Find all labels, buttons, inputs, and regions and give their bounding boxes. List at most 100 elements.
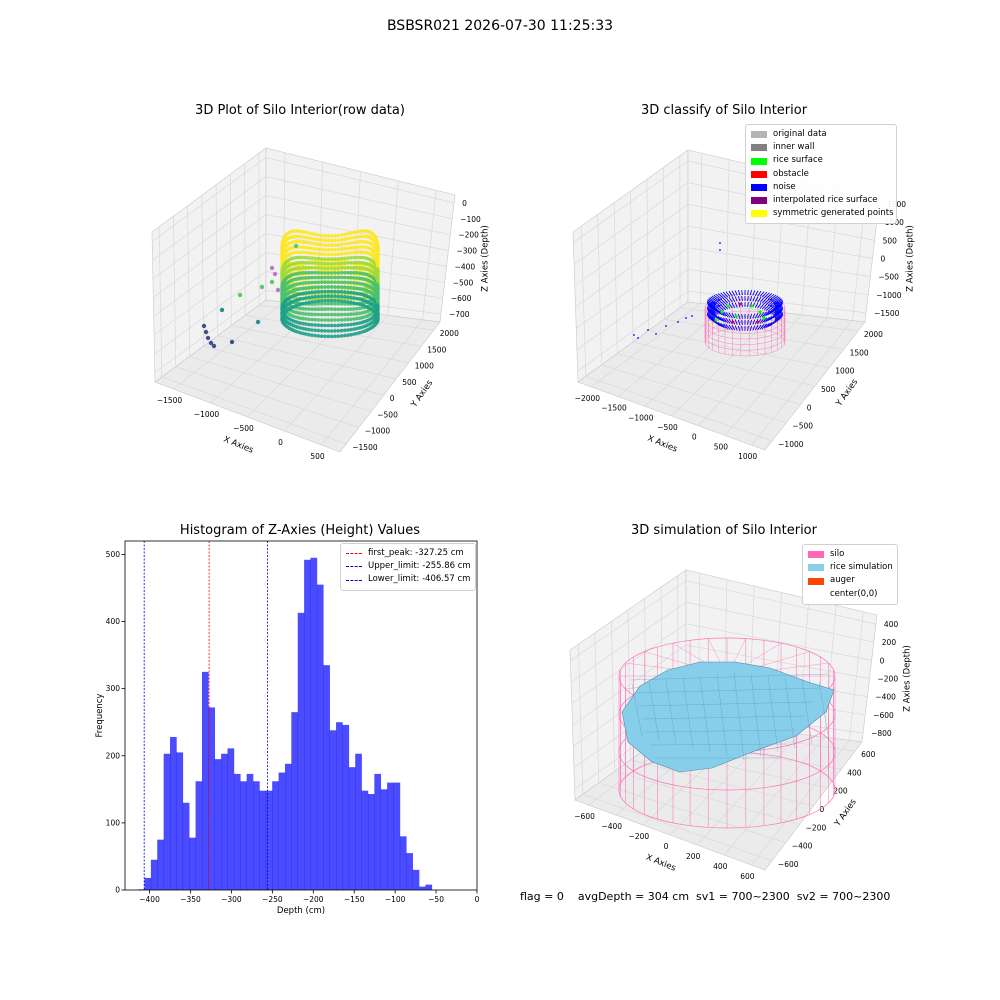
raw-point [323, 301, 327, 306]
cls-noise-mark [771, 296, 780, 303]
cls-noise-mark [773, 304, 782, 311]
raw-xaxis-label: X Axies [222, 435, 255, 456]
cls-noise-outlier [719, 249, 721, 251]
cls-ztick-label: −500 [878, 273, 899, 282]
raw-point [343, 290, 347, 294]
histogram-xtick-label: −50 [428, 895, 444, 904]
raw-point [313, 294, 318, 299]
cls-noise-mark [761, 297, 768, 304]
raw-point [304, 265, 308, 270]
raw-zgrid [152, 195, 451, 280]
raw-point [336, 299, 341, 303]
raw-point [323, 252, 327, 257]
raw-point [336, 302, 341, 306]
raw-point [352, 255, 356, 260]
cls-noise-mark [747, 319, 749, 326]
cls-noise-mark [737, 296, 741, 302]
raw-point [304, 286, 308, 290]
raw-point [329, 294, 334, 298]
histogram-xtick-label: 0 [475, 895, 480, 904]
sim-xtick-label: 0 [664, 842, 669, 851]
raw-point [323, 266, 327, 271]
cls-noise-mark [759, 303, 765, 309]
raw-point [323, 247, 327, 252]
sim-rice-mesh-line [649, 743, 789, 746]
raw-point [376, 295, 380, 299]
raw-point [349, 327, 353, 332]
cls-noise-mark [759, 291, 765, 297]
raw-point [304, 327, 308, 331]
raw-point [329, 285, 334, 289]
histogram-bar [233, 773, 241, 890]
raw-point [352, 276, 356, 280]
raw-point [301, 281, 306, 285]
simulation-legend-item: center(0,0) [808, 588, 892, 601]
raw-point [307, 241, 311, 245]
cls-obstacle-point [731, 320, 735, 324]
raw-point [329, 261, 334, 266]
cls-noise-mark [747, 313, 749, 320]
raw-point [313, 266, 318, 270]
raw-point [313, 307, 318, 312]
cls-noise-mark [752, 319, 756, 325]
raw-point [349, 307, 353, 311]
raw-point [343, 328, 347, 333]
cls-noise-mark [715, 305, 723, 312]
simulation-legend-item: rice simulation [808, 561, 893, 574]
cls-noise-mark [734, 325, 738, 331]
raw-point [349, 290, 353, 295]
histogram-bars [138, 557, 433, 891]
raw-point [310, 307, 314, 311]
raw-point [336, 257, 341, 261]
raw-point [329, 271, 334, 275]
raw-outlier-point [203, 329, 209, 335]
raw-point [301, 245, 306, 249]
cls-noise-mark [757, 312, 762, 319]
classify-legend-label: original data [773, 129, 827, 139]
raw-point [301, 306, 306, 311]
raw-point [298, 286, 303, 291]
cls-noise-mark [717, 299, 725, 305]
raw-point [310, 317, 314, 322]
raw-point [346, 290, 350, 295]
sim-xtick-label: 600 [740, 872, 755, 881]
cls-noise-outlier [665, 325, 667, 327]
cls-noise-mark [769, 294, 777, 301]
simulation-legend-swatch [808, 590, 824, 598]
raw-point [298, 234, 303, 239]
raw-point [346, 266, 350, 270]
raw-point [310, 290, 314, 295]
sim-ytick-label: 200 [833, 787, 848, 796]
sim-zgrid [570, 580, 876, 661]
histogram-bar [253, 781, 260, 890]
cls-noise-mark [754, 290, 759, 296]
raw-point [310, 236, 314, 241]
raw-point [339, 252, 344, 256]
cls-noise-mark [765, 322, 773, 328]
cls-noise-mark [761, 303, 768, 310]
raw-point [313, 290, 318, 294]
raw-point [333, 252, 337, 257]
cls-noise-mark [747, 295, 749, 302]
raw-point [310, 232, 314, 236]
raw-zgrid [154, 290, 441, 373]
cls-noise-mark [749, 325, 753, 331]
cls-xgrid [697, 178, 812, 426]
raw-point [326, 312, 331, 317]
raw-point [357, 326, 362, 330]
raw-point [319, 285, 324, 289]
cls-noise-mark [741, 325, 743, 332]
raw-point [316, 299, 321, 304]
cls-ztick-label: 500 [883, 236, 898, 245]
raw-point [343, 323, 347, 327]
sim-rice-mesh-line [750, 673, 762, 757]
sim-ygrid [577, 644, 773, 862]
raw-point [319, 261, 324, 266]
cls-noise-mark [767, 315, 775, 322]
raw-point [310, 256, 314, 260]
raw-point [376, 243, 380, 248]
cls-ygrid [663, 167, 844, 350]
histogram-bar [355, 753, 362, 890]
cls-noise-mark [747, 301, 749, 308]
